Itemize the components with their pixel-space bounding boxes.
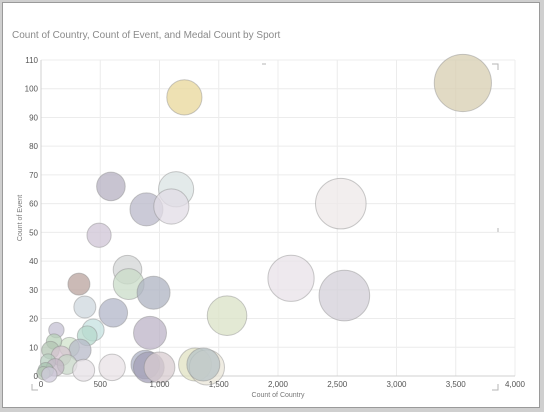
x-tick-label: 1,000 bbox=[149, 380, 170, 389]
bubble-point bbox=[315, 177, 367, 230]
resize-handle-bottom-right[interactable] bbox=[492, 384, 499, 391]
y-axis-label: Count of Event bbox=[17, 195, 24, 241]
y-tick-label: 40 bbox=[29, 257, 38, 266]
bubble-point bbox=[318, 269, 371, 322]
bubble-point bbox=[98, 298, 129, 328]
y-tick-label: 0 bbox=[34, 372, 39, 381]
gridlines bbox=[40, 59, 516, 377]
bubble-point bbox=[73, 295, 97, 319]
y-axis-ticks: 0 10 20 30 40 50 60 70 80 90 100 110 bbox=[25, 56, 39, 381]
bubble-point bbox=[143, 351, 176, 384]
bubble-point bbox=[206, 295, 248, 336]
bubble-point bbox=[433, 53, 492, 113]
bubble-point bbox=[153, 188, 190, 225]
y-tick-label: 70 bbox=[29, 171, 38, 180]
x-tick-label: 0 bbox=[39, 380, 44, 389]
resize-handles[interactable] bbox=[31, 63, 499, 391]
x-tick-label: 500 bbox=[94, 380, 108, 389]
x-tick-label: 3,000 bbox=[386, 380, 407, 389]
y-tick-label: 90 bbox=[29, 113, 38, 122]
bubble-point bbox=[136, 275, 171, 310]
bubble-point bbox=[267, 254, 315, 302]
resize-handle-bottom-left[interactable] bbox=[31, 384, 38, 391]
bubble-point bbox=[41, 366, 58, 383]
chart-title: Count of Country, Count of Event, and Me… bbox=[12, 30, 281, 41]
bubble-point bbox=[96, 171, 126, 202]
bubble-point bbox=[98, 353, 126, 382]
bubble-point bbox=[72, 358, 96, 382]
bubble-point bbox=[166, 79, 203, 116]
x-tick-label: 2,000 bbox=[268, 380, 289, 389]
y-tick-label: 50 bbox=[29, 228, 38, 237]
x-tick-label: 1,500 bbox=[209, 380, 230, 389]
y-tick-label: 110 bbox=[25, 56, 38, 65]
x-axis-label: Count of Country bbox=[252, 392, 305, 399]
data-points bbox=[36, 53, 492, 386]
x-tick-label: 2,500 bbox=[327, 380, 348, 389]
bubble-point bbox=[86, 222, 112, 248]
x-tick-label: 3,500 bbox=[446, 380, 467, 389]
y-tick-label: 60 bbox=[29, 200, 38, 209]
x-axis-ticks: 0 500 1,000 1,500 2,000 2,500 3,000 3,500 4,000 bbox=[39, 380, 526, 389]
x-tick-label: 4,000 bbox=[505, 380, 526, 389]
bubble-point bbox=[133, 315, 168, 350]
y-tick-label: 30 bbox=[29, 286, 38, 295]
bubble-point bbox=[67, 272, 91, 296]
resize-handle-top-right[interactable] bbox=[492, 63, 499, 70]
y-tick-label: 10 bbox=[29, 343, 38, 352]
y-tick-label: 80 bbox=[29, 142, 38, 151]
bubble-point bbox=[186, 347, 221, 382]
y-tick-label: 100 bbox=[25, 85, 39, 94]
y-tick-label: 20 bbox=[29, 315, 38, 324]
